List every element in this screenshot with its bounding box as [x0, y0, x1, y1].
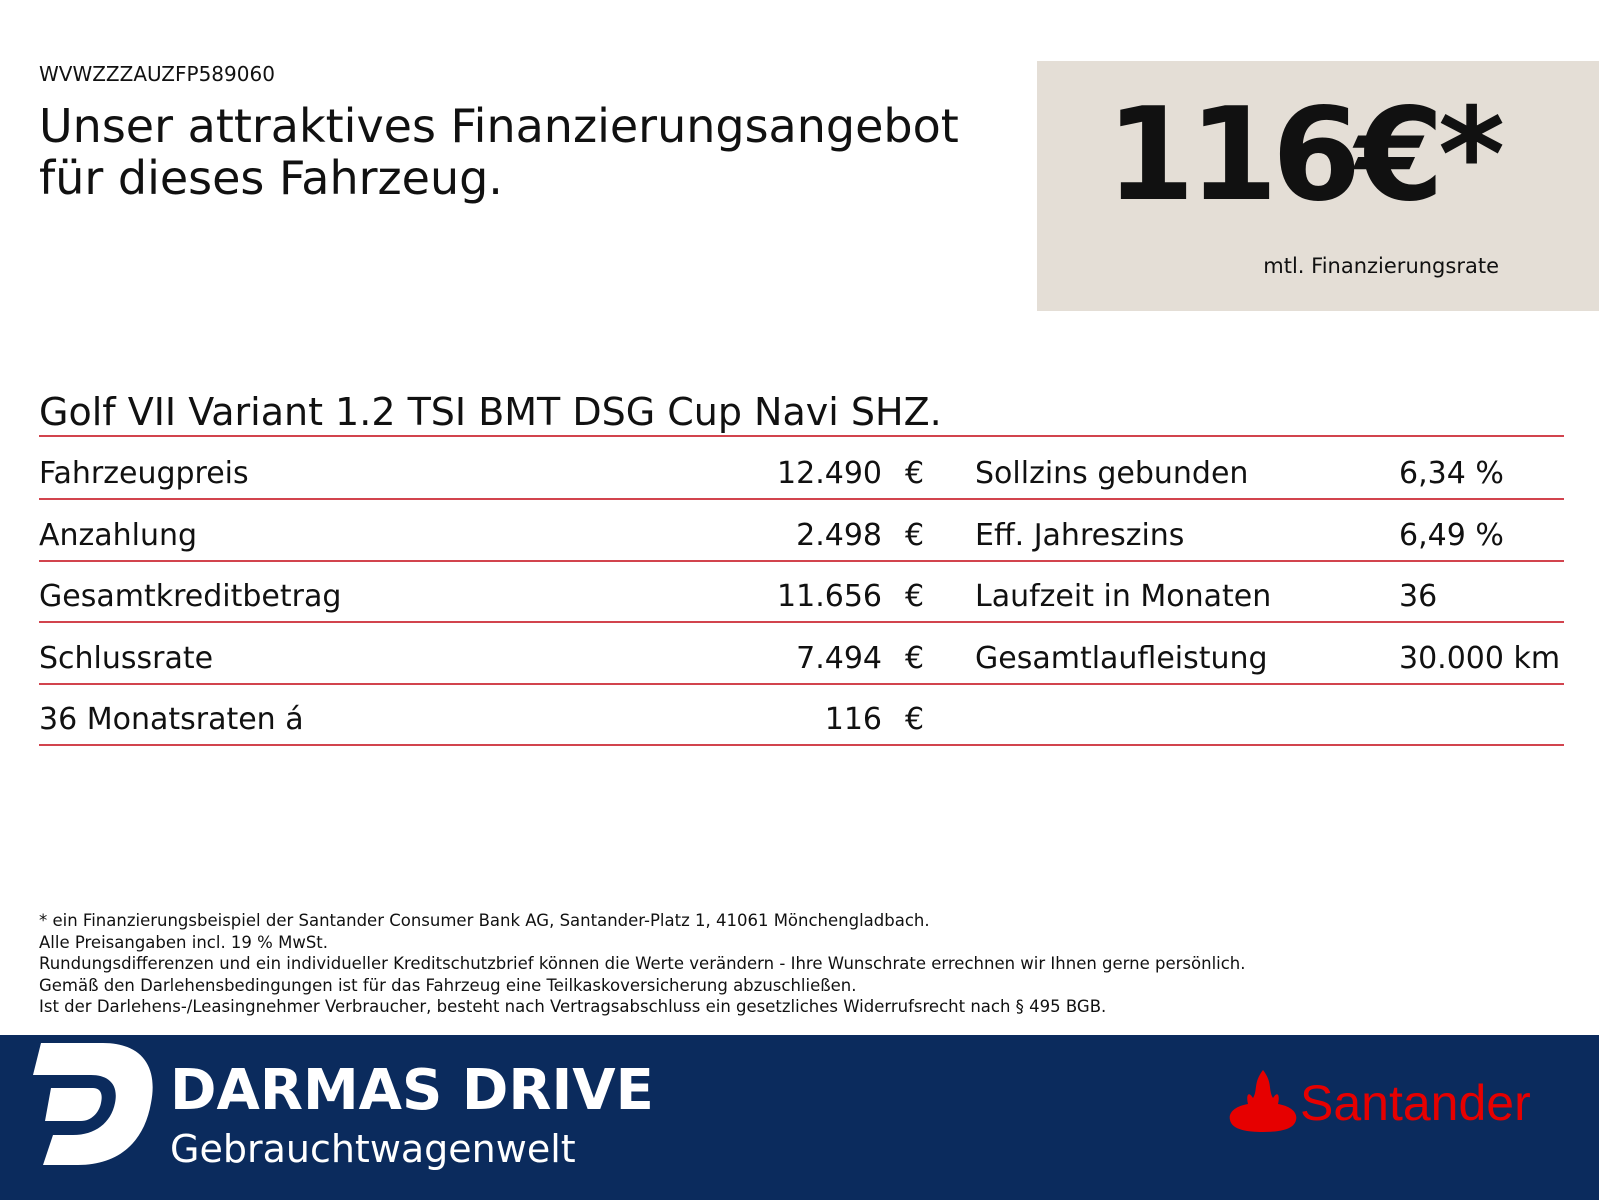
rule: [39, 435, 1564, 437]
brand-tagline: Gebrauchtwagenwelt: [170, 1127, 576, 1171]
row-unit: €: [905, 517, 925, 553]
row-label: Fahrzeugpreis: [39, 456, 249, 491]
row-value: 2.498: [796, 517, 882, 553]
row-label: Gesamtkreditbetrag: [39, 579, 342, 614]
footnotes: * ein Finanzierungsbeispiel der Santande…: [39, 910, 1246, 1018]
rule: [39, 559, 1564, 562]
row-unit: €: [905, 579, 925, 614]
footnote: Ist der Darlehens-/Leasingnehmer Verbrau…: [39, 997, 1107, 1016]
price-box: [1037, 61, 1599, 311]
row-label: Gesamtlaufleistung: [975, 640, 1268, 676]
row-value: 116: [824, 702, 882, 737]
row-label: Schlussrate: [39, 640, 214, 676]
model-name: Golf VII Variant 1.2 TSI BMT DSG Cup Nav…: [39, 390, 942, 434]
headline-line: Unser attraktives Finanzierungsangebot: [39, 99, 959, 153]
row-unit: €: [905, 702, 925, 737]
row-label: 36 Monatsraten á: [39, 702, 304, 737]
row-value: 7.494: [796, 640, 882, 676]
price-amount: 116€*: [1105, 81, 1505, 230]
brand-logo: [33, 1043, 153, 1165]
brand-name: DARMAS DRIVE: [170, 1058, 654, 1123]
row-unit: €: [905, 640, 925, 676]
price-caption: mtl. Finanzierungsrate: [1263, 254, 1499, 278]
row-value: 6,34 %: [1399, 456, 1504, 491]
row-label: Eff. Jahreszins: [975, 517, 1185, 553]
row-label: Sollzins gebunden: [975, 456, 1249, 491]
footer: [0, 1035, 1599, 1200]
headline: Unser attraktives Finanzierungsangebot f…: [39, 100, 959, 204]
headline-line: für dieses Fahrzeug.: [39, 151, 503, 205]
footnote: * ein Finanzierungsbeispiel der Santande…: [39, 911, 930, 930]
vin: WVWZZZAUZFP589060: [39, 62, 275, 86]
footnote: Alle Preisangaben incl. 19 % MwSt.: [39, 932, 329, 952]
row-value: 11.656: [777, 579, 882, 614]
rule: [39, 744, 1564, 746]
row-value: 30.000 km: [1399, 640, 1561, 676]
row-value: 12.490: [777, 456, 882, 491]
rule: [39, 621, 1564, 623]
row-label: Laufzeit in Monaten: [975, 579, 1272, 614]
row-value: 36: [1399, 579, 1438, 614]
row-label: Anzahlung: [39, 517, 198, 553]
footnote: Rundungsdifferenzen und ein individuelle…: [39, 954, 1246, 973]
row-value: 6,49 %: [1399, 517, 1504, 553]
partner-logo: [1229, 1070, 1297, 1132]
footnote: Gemäß den Darlehensbedingungen ist für d…: [39, 975, 857, 995]
row-unit: €: [905, 456, 925, 491]
rule: [39, 682, 1564, 685]
partner-name: Santander: [1300, 1075, 1531, 1131]
rule: [39, 498, 1564, 500]
